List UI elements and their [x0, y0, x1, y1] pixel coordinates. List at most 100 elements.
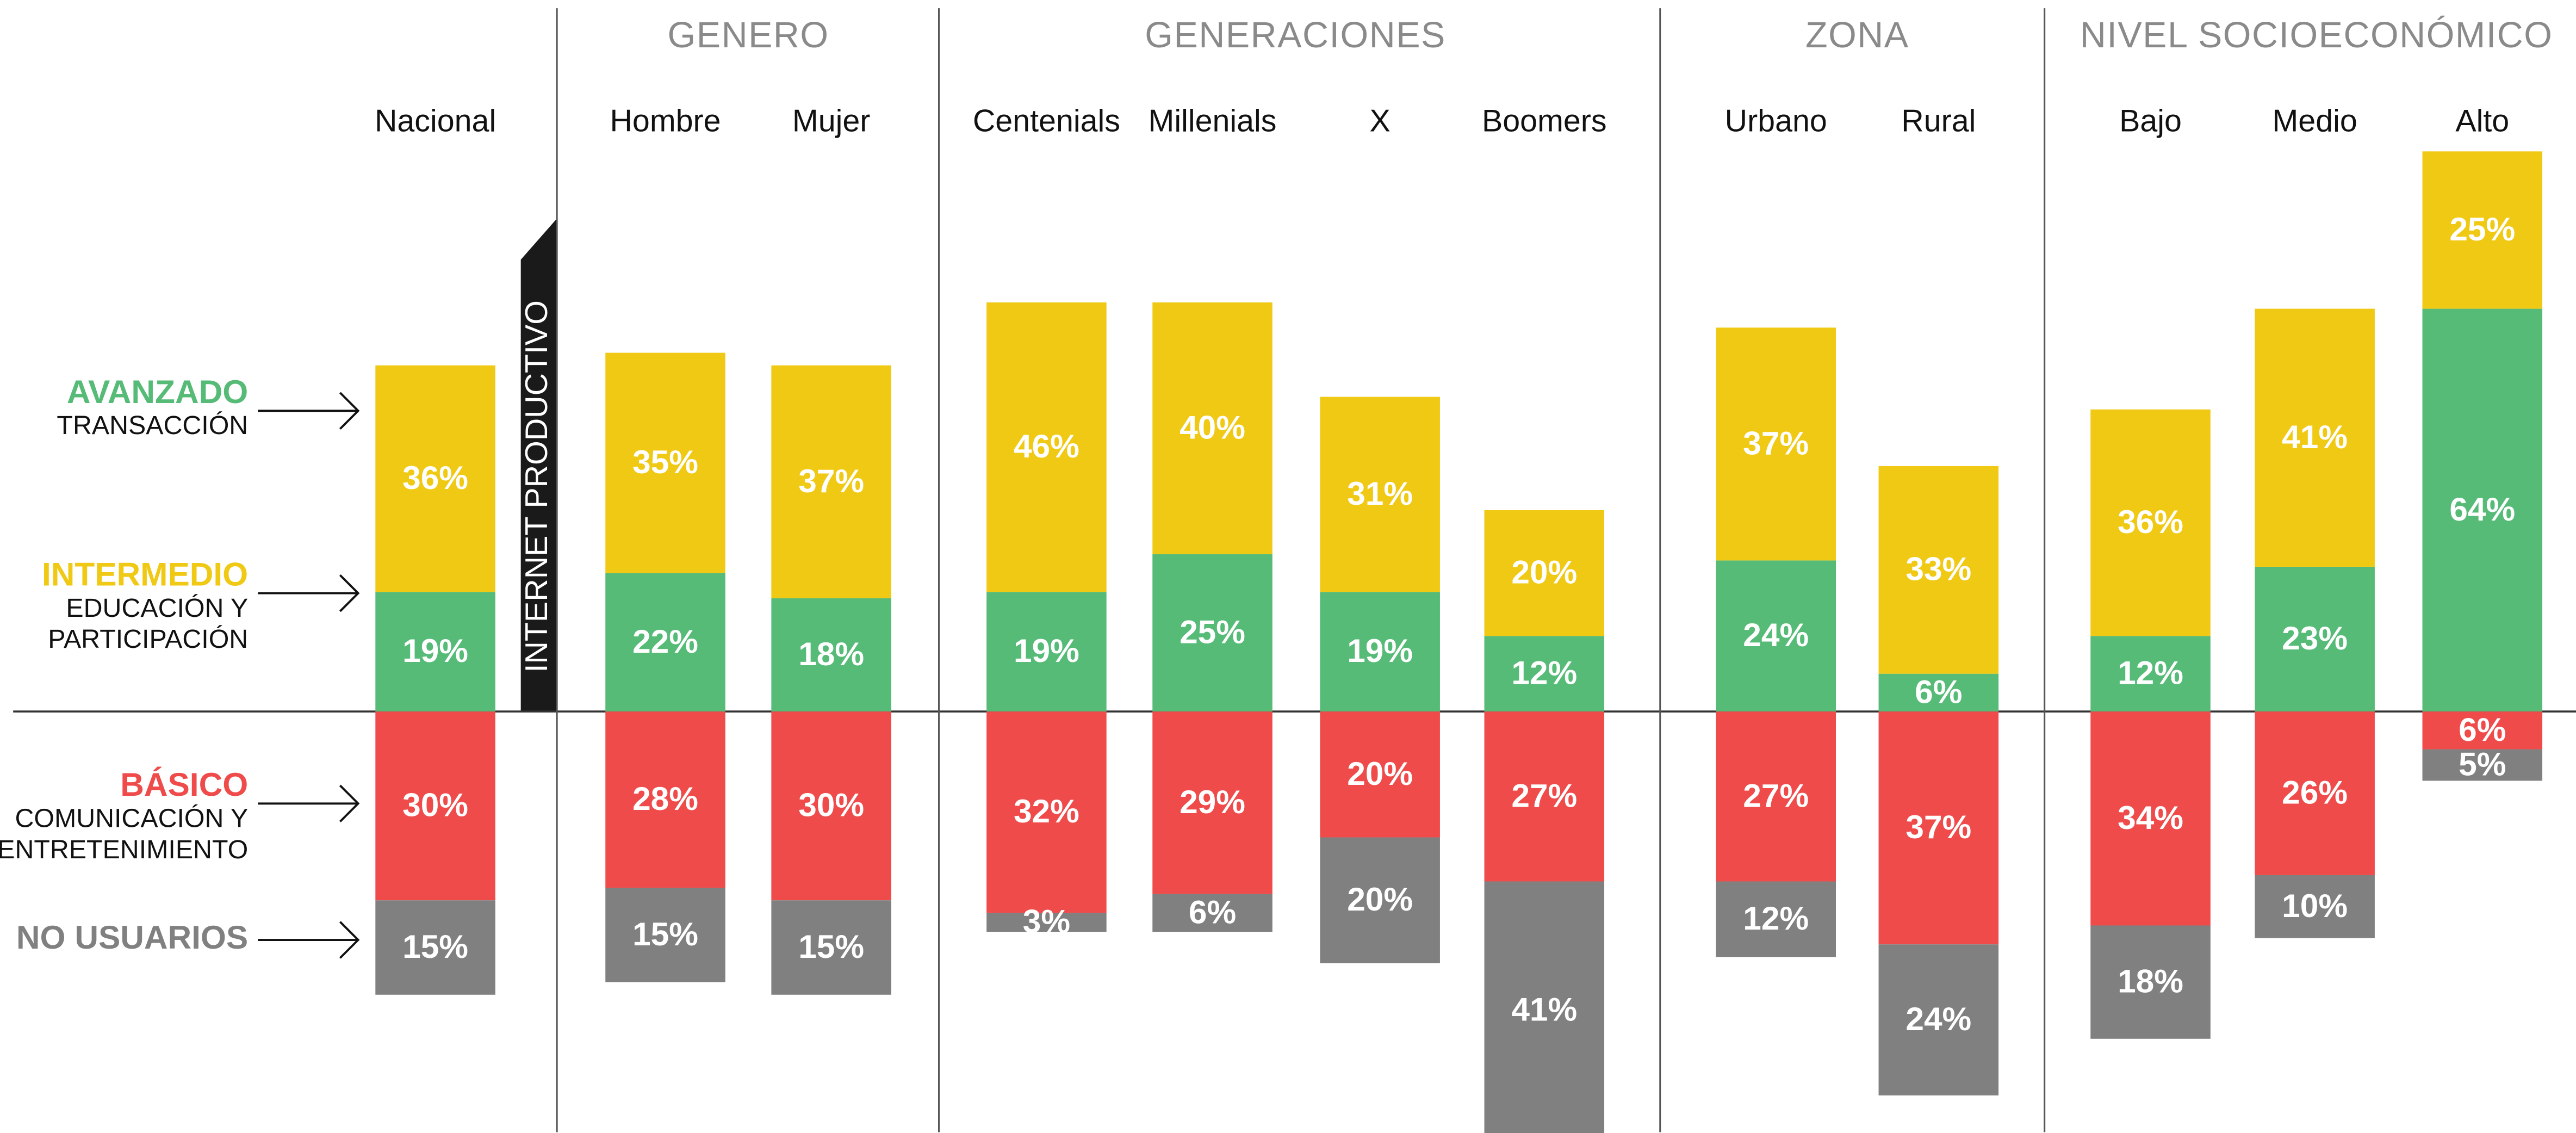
bar-segment	[1152, 302, 1273, 554]
category-label: Hombre	[610, 104, 721, 139]
bar-segment	[2090, 925, 2211, 1039]
value-label: 6%	[1189, 893, 1236, 930]
category-label: Rural	[1901, 104, 1976, 139]
value-label: 22%	[632, 623, 698, 660]
bar-segment	[375, 900, 495, 995]
value-label: 37%	[1905, 808, 1971, 845]
legend-arrowhead	[339, 574, 360, 612]
bar-segment	[2255, 308, 2375, 567]
bar-segment	[1878, 711, 1999, 945]
value-label: 33%	[1905, 550, 1971, 587]
value-label: 10%	[2282, 887, 2348, 924]
bar-segment	[986, 711, 1107, 913]
value-label: 46%	[1014, 428, 1079, 465]
legend-name: AVANZADO	[67, 373, 248, 410]
category-label: Millenials	[1149, 104, 1277, 139]
bar-segment	[1320, 592, 1440, 712]
bar-segment	[1152, 711, 1273, 894]
value-label: 37%	[1743, 424, 1809, 461]
value-label: 18%	[798, 635, 864, 672]
category-label: Bajo	[2119, 104, 2182, 139]
bar-segment	[2090, 711, 2211, 926]
category-label: Urbano	[1725, 104, 1827, 139]
bar-segment	[986, 592, 1107, 712]
bar-segment	[1152, 554, 1273, 712]
legend-arrowhead	[339, 392, 360, 430]
value-label: 24%	[1905, 1000, 1971, 1037]
bar-segment	[1484, 510, 1605, 636]
value-label: 35%	[632, 443, 698, 480]
legend-arrowhead	[339, 784, 360, 822]
value-label: 12%	[2118, 654, 2183, 691]
category-label: Nacional	[375, 104, 496, 139]
bar-segment	[1484, 711, 1605, 882]
bar-segment	[2422, 308, 2543, 712]
group-header: ZONA	[1805, 15, 1909, 55]
value-label: 20%	[1347, 881, 1413, 918]
value-label: 20%	[1347, 755, 1413, 792]
bar-segment	[1716, 327, 1836, 561]
bar-segment	[375, 592, 495, 712]
value-label: 23%	[2282, 620, 2348, 657]
value-label: 32%	[1014, 793, 1079, 829]
value-label: 27%	[1743, 777, 1809, 814]
value-label: 34%	[2118, 799, 2183, 836]
value-label: 37%	[798, 462, 864, 499]
value-label: 36%	[2118, 503, 2183, 540]
bar-segment	[2255, 566, 2375, 712]
value-label: 41%	[1511, 991, 1577, 1028]
value-label: 15%	[632, 915, 698, 952]
legend-name: BÁSICO	[120, 766, 248, 803]
legend-name: NO USUARIOS	[16, 919, 248, 956]
value-label: 25%	[1180, 613, 1245, 650]
group-header: GENERO	[668, 15, 829, 55]
legend-description: TRANSACCIÓN	[57, 411, 248, 440]
bar-segment	[2090, 409, 2211, 636]
value-label: 28%	[632, 780, 698, 817]
bar-segment	[1484, 636, 1605, 712]
bar-segment	[986, 302, 1107, 592]
bar-segment	[605, 888, 725, 982]
value-label: 29%	[1180, 783, 1245, 820]
value-label: 19%	[1014, 632, 1079, 669]
bar-segment	[1320, 711, 1440, 838]
bar-segment	[2090, 636, 2211, 712]
legend-name: INTERMEDIO	[42, 555, 248, 592]
category-label: Alto	[2455, 104, 2509, 139]
bar-segment	[605, 352, 725, 573]
value-label: 24%	[1743, 616, 1809, 653]
category-label: Boomers	[1482, 104, 1607, 139]
bar-segment	[2255, 875, 2375, 938]
bar-segment	[771, 711, 891, 901]
legend-description: COMUNICACIÓN Y ENTRETENIMIENTO	[0, 803, 248, 864]
group-header: GENERACIONES	[1145, 15, 1446, 55]
value-label: 12%	[1511, 654, 1577, 691]
bar-segment	[1878, 673, 1999, 712]
bar-segment	[1320, 837, 1440, 963]
value-label: 20%	[1511, 554, 1577, 591]
bar-segment	[375, 711, 495, 901]
value-label: 19%	[1347, 632, 1413, 669]
annotation-banner	[520, 218, 557, 712]
bar-segment	[605, 711, 725, 888]
value-label: 31%	[1347, 475, 1413, 512]
value-label: 6%	[1915, 673, 1962, 710]
category-label: Centenials	[973, 104, 1120, 139]
value-label: 64%	[2449, 491, 2515, 528]
group-header: NIVEL SOCIOECONÓMICO	[2080, 15, 2553, 55]
bar-segment	[1484, 881, 1605, 1133]
bar-segment	[771, 900, 891, 995]
bar-segment	[1716, 711, 1836, 882]
bar-segment	[771, 598, 891, 712]
value-label: 40%	[1180, 408, 1245, 445]
value-label: 30%	[402, 787, 468, 824]
value-label: 25%	[2449, 210, 2515, 247]
annotation: INTERNET PRODUCTIVO	[519, 300, 554, 672]
category-label: X	[1370, 104, 1391, 139]
bar-segment	[1716, 881, 1836, 957]
bar-segment	[375, 365, 495, 592]
bar-segment	[2422, 749, 2543, 781]
bar-segment	[1716, 560, 1836, 712]
